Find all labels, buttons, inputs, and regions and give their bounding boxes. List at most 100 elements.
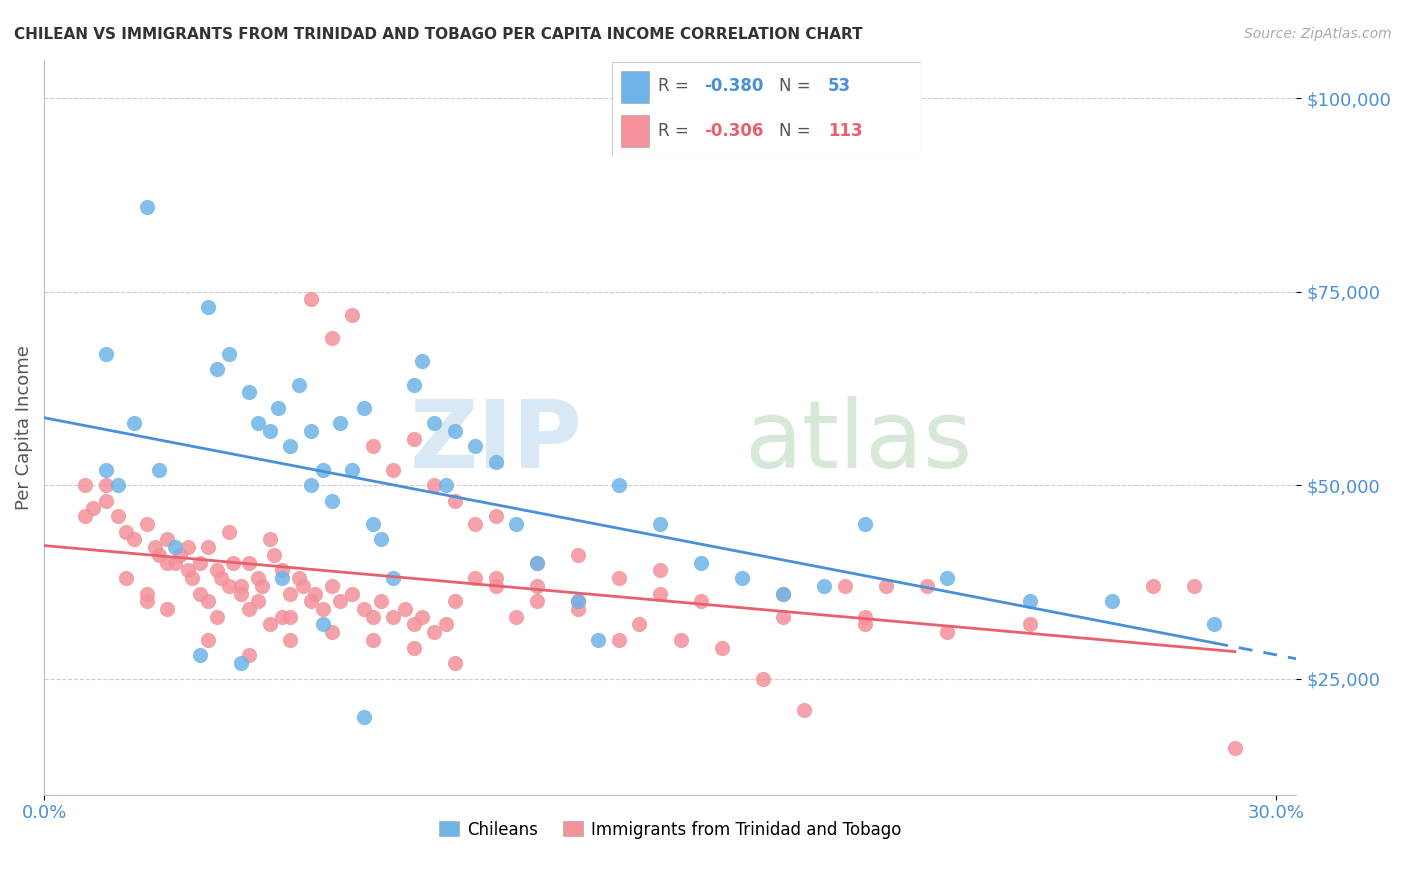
Point xyxy=(271,563,294,577)
Point xyxy=(485,571,508,585)
Point xyxy=(370,533,392,547)
Point xyxy=(238,556,260,570)
Point xyxy=(402,640,425,655)
Point xyxy=(710,640,733,655)
Point xyxy=(567,548,589,562)
Point xyxy=(188,648,211,663)
Point xyxy=(94,493,117,508)
Text: N =: N = xyxy=(779,77,815,95)
Point xyxy=(75,478,97,492)
Point xyxy=(464,571,486,585)
Point xyxy=(94,346,117,360)
Point xyxy=(353,710,375,724)
Point xyxy=(382,609,405,624)
Point xyxy=(143,540,166,554)
Point xyxy=(1101,594,1123,608)
Point xyxy=(394,602,416,616)
Point xyxy=(156,556,179,570)
Point xyxy=(1018,617,1040,632)
Point xyxy=(588,632,610,647)
Point xyxy=(443,424,465,438)
Point xyxy=(361,632,384,647)
Point xyxy=(370,594,392,608)
Point xyxy=(181,571,204,585)
Point xyxy=(304,586,326,600)
Point xyxy=(353,602,375,616)
Text: 53: 53 xyxy=(828,77,851,95)
Point xyxy=(648,516,671,531)
Point xyxy=(188,586,211,600)
Point xyxy=(340,463,363,477)
Text: N =: N = xyxy=(779,122,815,140)
Point xyxy=(231,586,253,600)
Point xyxy=(259,424,281,438)
Point xyxy=(135,200,157,214)
Bar xyxy=(621,115,648,147)
Point xyxy=(82,501,104,516)
Point xyxy=(299,293,322,307)
Point xyxy=(690,556,713,570)
Point xyxy=(267,401,290,415)
Point xyxy=(218,524,240,539)
Point xyxy=(402,377,425,392)
Point xyxy=(218,346,240,360)
Point xyxy=(607,478,630,492)
Y-axis label: Per Capita Income: Per Capita Income xyxy=(15,344,32,509)
Point xyxy=(75,509,97,524)
Point xyxy=(402,617,425,632)
Point xyxy=(648,563,671,577)
Point xyxy=(197,594,219,608)
Point xyxy=(423,625,446,640)
Point xyxy=(124,417,146,431)
Point xyxy=(231,579,253,593)
Point xyxy=(526,556,548,570)
Point xyxy=(772,586,794,600)
Point xyxy=(436,617,458,632)
Point xyxy=(299,478,322,492)
Point xyxy=(156,533,179,547)
Point xyxy=(197,540,219,554)
Point xyxy=(853,617,876,632)
Point xyxy=(567,594,589,608)
Point xyxy=(115,524,138,539)
Point xyxy=(177,540,200,554)
Legend: Chileans, Immigrants from Trinidad and Tobago: Chileans, Immigrants from Trinidad and T… xyxy=(432,814,908,846)
Point xyxy=(353,401,375,415)
Point xyxy=(834,579,856,593)
Point xyxy=(246,571,269,585)
Point xyxy=(793,703,815,717)
Point xyxy=(628,617,651,632)
Point xyxy=(464,440,486,454)
Point xyxy=(246,417,269,431)
Point xyxy=(411,354,433,368)
Point xyxy=(299,594,322,608)
Point xyxy=(165,540,187,554)
Point xyxy=(875,579,897,593)
Point xyxy=(287,377,309,392)
Point xyxy=(259,617,281,632)
Point xyxy=(280,609,302,624)
Point xyxy=(485,579,508,593)
Point xyxy=(436,478,458,492)
Point xyxy=(607,571,630,585)
Point xyxy=(165,556,187,570)
Point xyxy=(231,656,253,670)
Point xyxy=(271,571,294,585)
Text: 113: 113 xyxy=(828,122,863,140)
Point xyxy=(321,625,343,640)
Point xyxy=(205,609,228,624)
Point xyxy=(238,648,260,663)
Point xyxy=(731,571,754,585)
Text: ZIP: ZIP xyxy=(409,396,582,488)
Point xyxy=(411,609,433,624)
Point xyxy=(526,594,548,608)
Point xyxy=(382,571,405,585)
Point xyxy=(238,385,260,400)
Point xyxy=(340,308,363,322)
Point xyxy=(107,478,129,492)
Point xyxy=(567,594,589,608)
Point xyxy=(1182,579,1205,593)
Point xyxy=(135,586,157,600)
Point xyxy=(94,463,117,477)
Point xyxy=(772,609,794,624)
